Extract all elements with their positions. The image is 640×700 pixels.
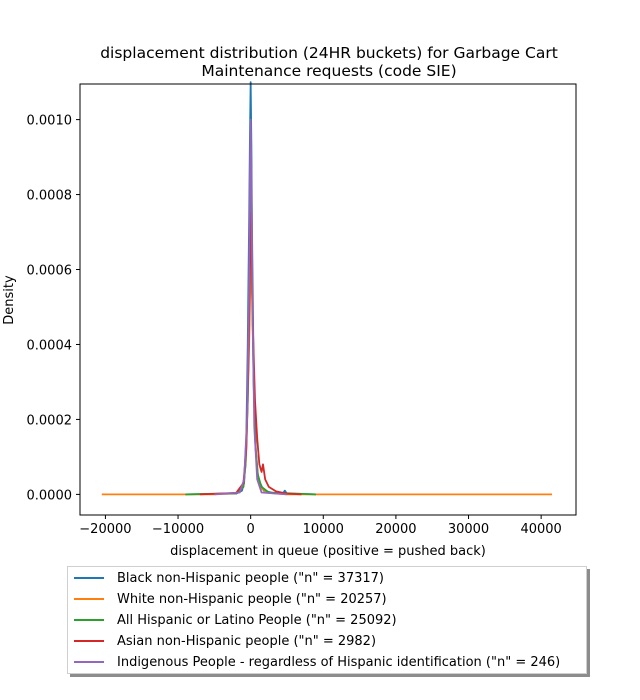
x-tick-label: 20000 [375, 522, 416, 537]
y-tick-label: 0.0010 [27, 114, 73, 129]
x-tick-label: −20000 [79, 522, 131, 537]
axes-frame [79, 83, 577, 516]
x-tick-label: 30000 [448, 522, 489, 537]
legend-item: Black non-Hispanic people ("n" = 37317) [68, 568, 384, 588]
y-tick-label: 0.0004 [27, 338, 73, 353]
legend-swatch [74, 619, 104, 621]
y-axis-ticks: 0.0000 0.0002 0.0004 0.0006 0.0008 0.0010 [27, 114, 80, 503]
legend-label: White non-Hispanic people ("n" = 20257) [117, 591, 387, 607]
y-tick-label: 0.0008 [27, 189, 73, 204]
x-tick-label: −10000 [152, 522, 204, 537]
legend-swatch [74, 577, 104, 579]
x-axis-label: displacement in queue (positive = pushed… [170, 544, 486, 559]
legend: Black non-Hispanic people ("n" = 37317) … [67, 566, 587, 674]
legend-label: Black non-Hispanic people ("n" = 37317) [117, 570, 384, 586]
plot-area [101, 81, 553, 496]
legend-label: All Hispanic or Latino People ("n" = 250… [117, 612, 397, 628]
legend-label: Indigenous People - regardless of Hispan… [117, 654, 561, 670]
y-tick-label: 0.0002 [27, 413, 73, 428]
legend-item: Indigenous People - regardless of Hispan… [68, 652, 560, 672]
y-tick-label: 0.0006 [27, 264, 73, 279]
legend-item: Asian non-Hispanic people ("n" = 2982) [68, 631, 376, 651]
x-tick-label: 40000 [520, 522, 561, 537]
series-line-3 [199, 212, 302, 496]
series-line-1 [101, 261, 553, 496]
legend-swatch [74, 661, 104, 663]
legend-swatch [74, 640, 104, 642]
legend-label: Asian non-Hispanic people ("n" = 2982) [117, 633, 377, 649]
chart-title-line-1: displacement distribution (24HR buckets)… [100, 44, 558, 62]
legend-swatch [74, 598, 104, 600]
x-axis-ticks: −20000 −10000 0 10000 20000 30000 40000 [79, 515, 562, 537]
series-line-4 [214, 118, 288, 496]
y-tick-label: 0.0000 [27, 488, 73, 503]
x-tick-label: 0 [247, 522, 255, 537]
legend-item: All Hispanic or Latino People ("n" = 250… [68, 610, 397, 630]
chart-title-line-2: Maintenance requests (code SIE) [201, 62, 456, 80]
y-axis-label: Density [2, 275, 17, 325]
x-tick-label: 10000 [303, 522, 344, 537]
legend-item: White non-Hispanic people ("n" = 20257) [68, 589, 387, 609]
